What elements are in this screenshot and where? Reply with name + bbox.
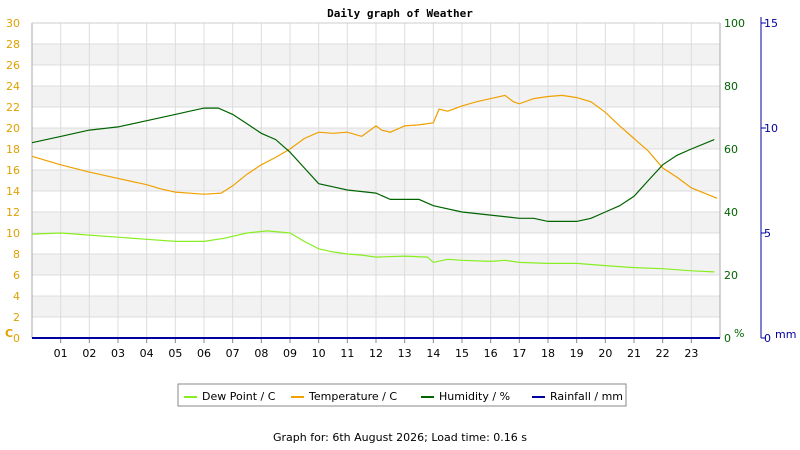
humidity-tick-label: 20 (724, 269, 738, 282)
left-tick-label: 18 (6, 143, 20, 156)
x-tick-label: 01 (54, 347, 68, 360)
left-tick-label: 24 (6, 80, 20, 93)
legend-box (177, 383, 627, 407)
series-lines (31, 94, 720, 339)
left-tick-label: 2 (13, 311, 20, 324)
chart-title: Daily graph of Weather (327, 7, 473, 20)
x-tick-label: 09 (283, 347, 297, 360)
x-tick-label: 02 (82, 347, 96, 360)
x-tick-label: 22 (656, 347, 670, 360)
rainfall-tick-label: 0 (764, 332, 771, 345)
left-tick-label: 22 (6, 101, 20, 114)
chart-footer: Graph for: 6th August 2026; Load time: 0… (273, 431, 527, 444)
x-tick-label: 13 (398, 347, 412, 360)
x-axis: 01 02 03 04 05 06 07 08 09 10 11 12 13 14 15 16 17 18 19 20… (54, 338, 698, 360)
x-tick-label: 14 (426, 347, 440, 360)
x-tick-label: 17 (512, 347, 526, 360)
humidity-axis-unit: % (734, 327, 744, 340)
left-tick-label: 26 (6, 59, 20, 72)
x-tick-label: 03 (111, 347, 125, 360)
left-tick-label: 0 (13, 332, 20, 345)
left-tick-label: 8 (13, 248, 20, 261)
left-tick-label: 6 (13, 269, 20, 282)
rainfall-axis: 0 5 10 15 mm (760, 17, 796, 345)
left-tick-label: 30 (6, 17, 20, 30)
left-tick-label: 4 (13, 290, 20, 303)
humidity-tick-label: 100 (724, 17, 745, 30)
rainfall-tick-label: 10 (764, 122, 778, 135)
series-line (31, 94, 718, 199)
left-tick-label: 16 (6, 164, 20, 177)
left-axis-unit: C (5, 327, 13, 340)
x-tick-label: 20 (598, 347, 612, 360)
x-tick-label: 08 (254, 347, 268, 360)
left-tick-label: 20 (6, 122, 20, 135)
legend-label: Rainfall / mm (550, 390, 623, 403)
humidity-tick-label: 80 (724, 80, 738, 93)
x-tick-label: 06 (197, 347, 211, 360)
left-tick-label: 10 (6, 227, 20, 240)
humidity-tick-label: 40 (724, 206, 738, 219)
x-tick-label: 05 (168, 347, 182, 360)
humidity-tick-label: 0 (724, 332, 731, 345)
humidity-axis: 0 20 40 60 80 100% (724, 17, 745, 345)
x-tick-label: 18 (541, 347, 555, 360)
rainfall-tick-label: 5 (764, 227, 771, 240)
grid-lines (31, 22, 721, 339)
humidity-tick-label: 60 (724, 143, 738, 156)
x-tick-label: 10 (312, 347, 326, 360)
series-line (31, 107, 715, 222)
legend-label: Dew Point / C (202, 390, 276, 403)
left-tick-label: 12 (6, 206, 20, 219)
legend-label: Temperature / C (308, 390, 397, 403)
x-tick-label: 12 (369, 347, 383, 360)
rainfall-tick-label: 15 (764, 17, 778, 30)
x-tick-label: 07 (226, 347, 240, 360)
left-tick-label: 28 (6, 38, 20, 51)
x-tick-label: 11 (340, 347, 354, 360)
left-tick-label: 14 (6, 185, 20, 198)
rainfall-axis-unit: mm (775, 328, 796, 341)
x-tick-label: 19 (570, 347, 584, 360)
x-tick-label: 15 (455, 347, 469, 360)
x-tick-label: 23 (684, 347, 698, 360)
x-tick-label: 21 (627, 347, 641, 360)
x-tick-label: 16 (484, 347, 498, 360)
series-line (31, 230, 715, 273)
legend-label: Humidity / % (439, 390, 510, 403)
legend: Dew Point / C Temperature / C Humidity / %… (177, 383, 627, 407)
x-tick-label: 04 (140, 347, 154, 360)
